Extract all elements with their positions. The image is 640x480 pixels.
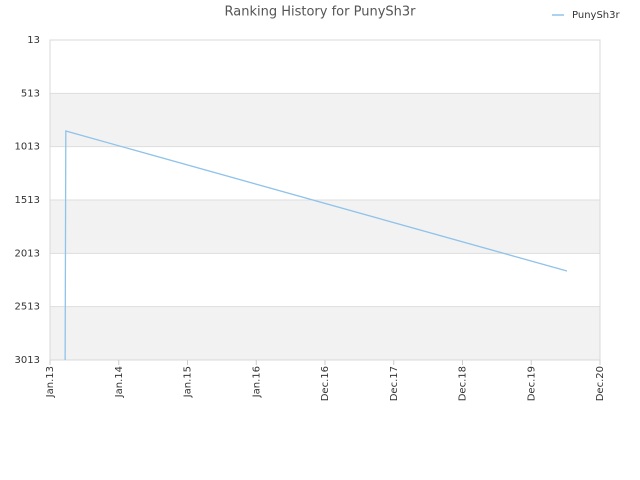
x-tick-label: Jan.15 [183,366,194,398]
x-tick-label: Jan.13 [45,366,56,398]
x-tick-label: Dec.17 [389,366,400,401]
x-tick-label: Dec.20 [595,366,606,401]
y-tick-label: 1513 [15,195,40,206]
x-tick-label: Jan.16 [251,366,262,398]
y-tick-label: 1013 [15,142,40,153]
x-tick-label: Jan.14 [114,366,125,398]
y-tick-label: 13 [27,35,40,46]
chart-title: Ranking History for PunySh3r [225,5,417,20]
series-line [64,130,568,361]
y-tick-label: 3013 [15,355,40,366]
x-tick-label: Dec.18 [458,366,469,401]
y-tick-label: 513 [21,88,40,99]
x-tick-label: Dec.16 [320,366,331,401]
y-tick-label: 2013 [15,248,40,259]
grid-band [50,306,600,360]
y-tick-label: 2513 [15,302,40,313]
grid-band [50,200,600,254]
grid-band [50,93,600,147]
x-tick-label: Dec.19 [526,366,537,401]
legend-label: PunySh3r [572,10,620,21]
